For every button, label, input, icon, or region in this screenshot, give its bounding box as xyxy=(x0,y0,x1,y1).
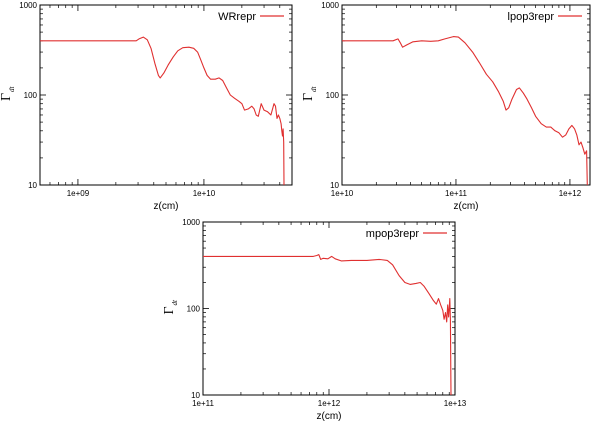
series-line-WRrepr xyxy=(40,36,285,186)
x-tick-label: 1e+12 xyxy=(318,399,341,408)
chart-panel-2: 10 100 1000 1e+10 1e+11 1e+12 z(cm) Γdt lpop3rep… xyxy=(301,1,591,212)
y-axis-label-group: Γdt xyxy=(0,86,16,102)
plot-frame xyxy=(341,4,591,186)
x-axis-label: z(cm) xyxy=(317,411,342,421)
y-tick-label: 10 xyxy=(28,181,37,190)
legend-label: WRrepr xyxy=(218,11,256,23)
x-tick-label: 1e+11 xyxy=(192,399,214,408)
x-tick-label: 1e+13 xyxy=(444,399,467,408)
series-line-lpop3repr xyxy=(342,36,588,186)
y-tick-label: 10 xyxy=(330,181,339,190)
x-axis-label: z(cm) xyxy=(454,201,479,212)
legend-label: lpop3repr xyxy=(508,11,555,23)
y-tick-label: 100 xyxy=(326,91,340,100)
plot-frame xyxy=(39,4,293,186)
y-axis-label: Γ xyxy=(0,93,14,101)
y-tick-label: 100 xyxy=(187,305,201,314)
y-axis-label-group: Γdt xyxy=(162,299,179,315)
x-tick-label: 1e+10 xyxy=(193,189,216,198)
plot-frame xyxy=(202,221,456,396)
chart-panel-1: 10 100 1000 1e+09 1e+10 z(cm) Γdt WRrepr xyxy=(0,1,293,212)
x-axis-label: z(cm) xyxy=(154,201,179,212)
y-tick-label: 1000 xyxy=(321,1,339,10)
y-axis-label-subscript: dt xyxy=(310,86,318,93)
y-axis-label: Γ xyxy=(301,93,316,101)
y-axis-label-subscript: dt xyxy=(171,299,179,306)
series-line-mpop3repr xyxy=(203,254,452,396)
chart-panel-3: 10 100 1000 1e+11 1e+12 1e+13 z(cm) Γdt mpop3rep… xyxy=(162,218,467,421)
y-tick-label: 100 xyxy=(24,91,38,100)
x-tick-label: 1e+11 xyxy=(445,189,467,198)
y-axis-label: Γ xyxy=(162,306,177,314)
y-tick-label: 1000 xyxy=(19,1,37,10)
x-tick-label: 1e+10 xyxy=(331,189,354,198)
x-tick-label: 1e+09 xyxy=(67,189,90,198)
y-axis-label-subscript: dt xyxy=(8,86,16,93)
y-tick-label: 10 xyxy=(191,391,200,400)
legend-label: mpop3repr xyxy=(366,228,420,240)
y-axis-label-group: Γdt xyxy=(301,86,318,102)
x-tick-label: 1e+12 xyxy=(559,189,582,198)
y-tick-label: 1000 xyxy=(182,218,200,227)
